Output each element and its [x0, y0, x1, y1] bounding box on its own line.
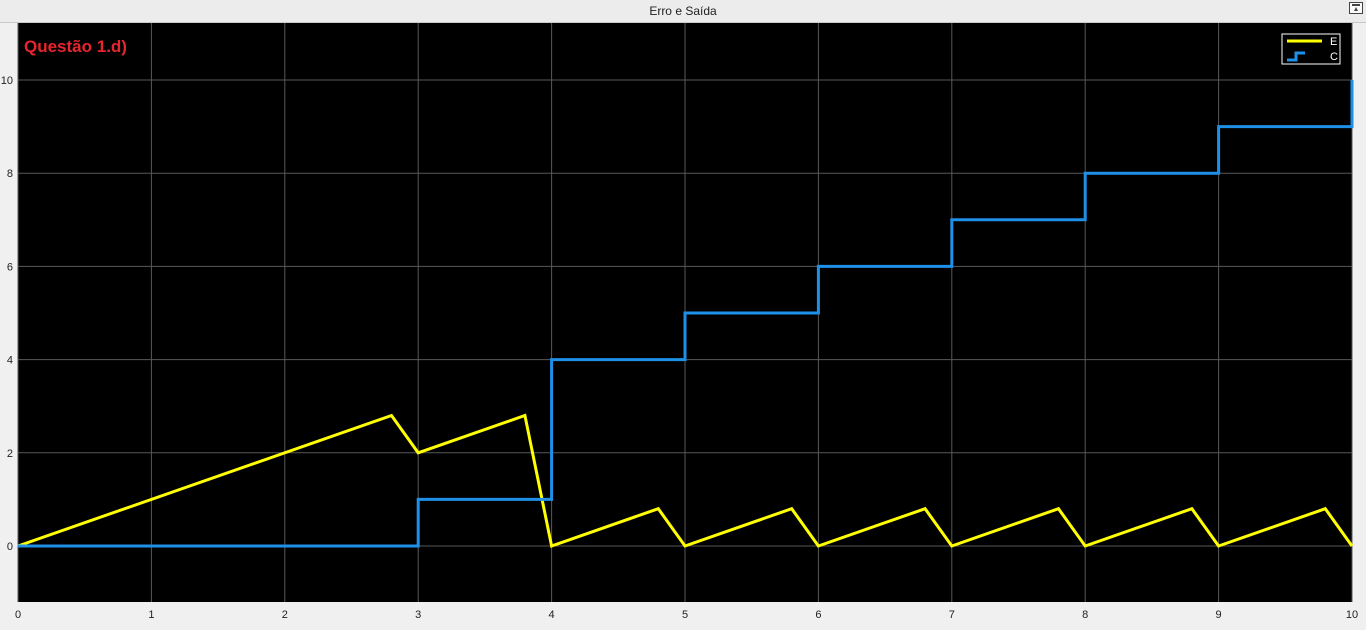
series-layer	[17, 80, 1354, 548]
x-tick-label: 7	[949, 609, 955, 621]
x-tick-label: 3	[415, 609, 421, 621]
series-line-C	[18, 80, 1354, 548]
y-tick-label: 0	[7, 541, 13, 553]
x-tick-label: 10	[1346, 609, 1358, 621]
x-tick-label: 4	[549, 609, 555, 621]
legend[interactable]: EC	[1281, 33, 1341, 65]
x-tick-label: 2	[282, 609, 288, 621]
figure-title-bar: Erro e Saída	[0, 0, 1366, 23]
x-tick-label: 0	[15, 609, 21, 621]
series-line-E	[17, 413, 1354, 548]
y-tick-label: 8	[7, 168, 13, 180]
y-tick-label: 6	[7, 261, 13, 273]
legend-swatch-C	[1287, 51, 1305, 62]
x-tick-label: 5	[682, 609, 688, 621]
tick-labels: 0 1 2 3 4 5 6 7 8 9 10 0 2 4 6 8 10	[1, 75, 1358, 621]
y-tick-label: 2	[7, 448, 13, 460]
figure-title: Erro e Saída	[649, 4, 717, 18]
undock-icon[interactable]	[1349, 2, 1363, 14]
x-tick-label: 9	[1216, 609, 1222, 621]
x-tick-label: 8	[1082, 609, 1088, 621]
x-tick-label: 6	[815, 609, 821, 621]
x-tick-label: 1	[148, 609, 154, 621]
legend-label-E: E	[1330, 36, 1337, 48]
y-tick-label: 10	[1, 75, 13, 87]
y-tick-label: 4	[7, 355, 13, 367]
legend-label-C: C	[1330, 51, 1338, 63]
plot-annotation: Questão 1.d)	[24, 37, 127, 56]
